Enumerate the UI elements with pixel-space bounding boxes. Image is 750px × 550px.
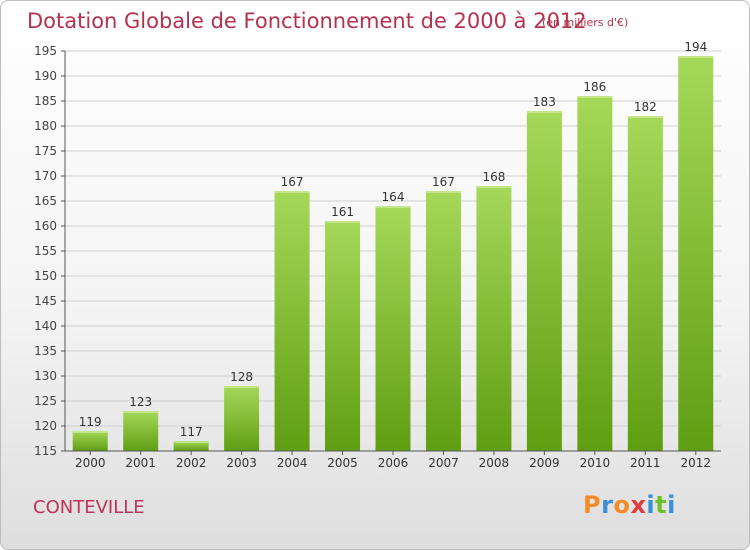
y-tick-label: 120 (34, 419, 57, 433)
bar-top-highlight (526, 111, 562, 113)
y-tick-label: 180 (34, 119, 57, 133)
bar-top-highlight (678, 56, 714, 58)
chart-title: Dotation Globale de Fonctionnement de 20… (27, 9, 587, 33)
bar-top-highlight (123, 411, 159, 413)
logo-letter: t (655, 491, 668, 519)
bar-2000 (72, 431, 108, 451)
value-label: 167 (432, 175, 455, 189)
value-label: 183 (533, 95, 556, 109)
bar-top-highlight (627, 116, 663, 118)
value-label: 168 (482, 170, 505, 184)
x-tick-label: 2006 (378, 456, 409, 470)
value-label: 161 (331, 205, 354, 219)
bar-2012 (678, 56, 714, 451)
y-tick-label: 150 (34, 269, 57, 283)
bar-2004 (274, 191, 310, 451)
x-tick-label: 2004 (277, 456, 308, 470)
value-label: 164 (382, 190, 405, 204)
bar-top-highlight (577, 96, 613, 98)
y-tick-label: 175 (34, 144, 57, 158)
bar-2011 (627, 116, 663, 451)
chart-subtitle: (en milliers d'€) (542, 16, 629, 29)
value-label: 194 (684, 40, 707, 54)
bar-top-highlight (476, 186, 512, 188)
x-tick-label: 2002 (176, 456, 207, 470)
value-label: 167 (281, 175, 304, 189)
bar-2003 (224, 386, 260, 451)
bar-2009 (526, 111, 562, 451)
value-label: 123 (129, 395, 152, 409)
x-tick-label: 2012 (680, 456, 711, 470)
bar-2008 (476, 186, 512, 451)
y-tick-label: 195 (34, 44, 57, 58)
logo-letter: P (583, 491, 602, 519)
x-tick-label: 2010 (580, 456, 611, 470)
y-tick-label: 185 (34, 94, 57, 108)
y-tick-label: 190 (34, 69, 57, 83)
bar-2002 (173, 441, 209, 451)
y-tick-label: 130 (34, 369, 57, 383)
bar-top-highlight (274, 191, 310, 193)
y-tick-label: 135 (34, 344, 57, 358)
bar-top-highlight (375, 206, 411, 208)
bar-top-highlight (325, 221, 361, 223)
x-tick-label: 2009 (529, 456, 560, 470)
y-tick-label: 165 (34, 194, 57, 208)
x-tick-label: 2008 (479, 456, 510, 470)
bar-2005 (325, 221, 361, 451)
logo-letter: r (601, 491, 614, 519)
y-tick-label: 115 (34, 444, 57, 458)
bar-top-highlight (173, 441, 209, 443)
x-tick-label: 2011 (630, 456, 661, 470)
value-label: 128 (230, 370, 253, 384)
value-label: 119 (79, 415, 102, 429)
y-tick-label: 125 (34, 394, 57, 408)
bar-top-highlight (425, 191, 461, 193)
logo-letter: x (630, 491, 647, 519)
y-tick-label: 160 (34, 219, 57, 233)
bar-2006 (375, 206, 411, 451)
bar-2010 (577, 96, 613, 451)
y-tick-label: 170 (34, 169, 57, 183)
value-label: 117 (180, 425, 203, 439)
value-label: 186 (583, 80, 606, 94)
y-tick-label: 155 (34, 244, 57, 258)
commune-name: CONTEVILLE (33, 497, 145, 518)
bar-2001 (123, 411, 159, 451)
value-label: 182 (634, 100, 657, 114)
bar-top-highlight (72, 431, 108, 433)
bar-2007 (425, 191, 461, 451)
x-tick-label: 2000 (75, 456, 106, 470)
bar-top-highlight (224, 386, 260, 388)
logo-letter: i (646, 491, 656, 519)
logo-letter: i (667, 491, 676, 519)
y-tick-label: 140 (34, 319, 57, 333)
x-tick-label: 2001 (125, 456, 156, 470)
x-tick-label: 2005 (327, 456, 358, 470)
logo-letter: o (613, 491, 631, 519)
x-tick-label: 2003 (226, 456, 257, 470)
y-tick-label: 145 (34, 294, 57, 308)
proxiti-logo[interactable]: Proxiti (583, 491, 676, 519)
x-tick-label: 2007 (428, 456, 459, 470)
